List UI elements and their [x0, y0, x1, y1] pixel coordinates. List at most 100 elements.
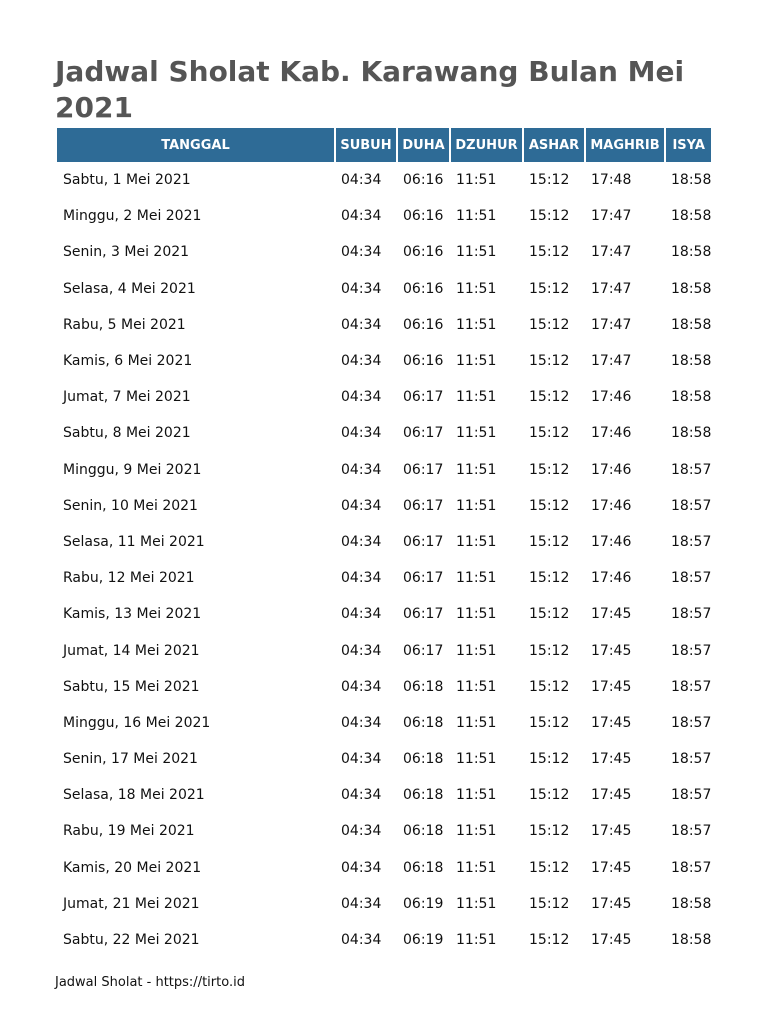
dzuhur-time-cell: 11:51: [456, 461, 497, 478]
ashar-time-cell: 15:12: [529, 280, 570, 297]
dzuhur-time-cell: 11:51: [456, 425, 497, 442]
ashar-time-cell: 15:12: [529, 533, 570, 550]
maghrib-time-cell: 17:45: [591, 714, 632, 731]
dzuhur-time-cell: 11:51: [456, 570, 497, 587]
date-cell: Kamis, 13 Mei 2021: [63, 606, 202, 623]
table-row: Selasa, 4 Mei 2021 04:34 06:16 11:51 15:12 17…: [57, 271, 711, 307]
subuh-time-cell: 04:34: [341, 316, 382, 333]
subuh-time-cell: 04:34: [341, 425, 382, 442]
column-header-isya: ISYA: [666, 128, 712, 162]
maghrib-time-cell: 17:45: [591, 895, 632, 912]
table-row: Rabu, 19 Mei 2021 04:34 06:18 11:51 15:12 17:…: [57, 813, 711, 849]
table-row: Rabu, 12 Mei 2021 04:34 06:17 11:51 15:12 17:…: [57, 560, 711, 596]
table-row: Sabtu, 8 Mei 2021 04:34 06:17 11:51 15:12 17:…: [57, 415, 711, 451]
maghrib-time-cell: 17:46: [591, 497, 632, 514]
column-header-maghrib: MAGHRIB: [586, 128, 664, 162]
table-header-row: TANGGAL SUBUH DUHA DZUHUR ASHAR MAGHRIB ISYA: [57, 128, 712, 162]
maghrib-time-cell: 17:45: [591, 859, 632, 876]
date-cell: Selasa, 4 Mei 2021: [63, 280, 196, 297]
maghrib-time-cell: 17:47: [591, 280, 632, 297]
ashar-time-cell: 15:12: [529, 497, 570, 514]
table-row: Minggu, 2 Mei 2021 04:34 06:16 11:51 15:12 17…: [57, 198, 711, 234]
date-cell: Rabu, 5 Mei 2021: [63, 316, 186, 333]
subuh-time-cell: 04:34: [341, 678, 382, 695]
duha-time-cell: 06:16: [403, 316, 444, 333]
ashar-time-cell: 15:12: [529, 606, 570, 623]
table-row: Rabu, 5 Mei 2021 04:34 06:16 11:51 15:12 17:4…: [57, 307, 711, 343]
ashar-time-cell: 15:12: [529, 172, 570, 189]
duha-time-cell: 06:17: [403, 497, 444, 514]
isya-time-cell: 18:57: [671, 787, 712, 804]
isya-time-cell: 18:57: [671, 533, 712, 550]
isya-time-cell: 18:57: [671, 714, 712, 731]
maghrib-time-cell: 17:45: [591, 932, 632, 949]
ashar-time-cell: 15:12: [529, 389, 570, 406]
date-cell: Jumat, 21 Mei 2021: [63, 895, 200, 912]
table-row: Senin, 17 Mei 2021 04:34 06:18 11:51 15:12 17…: [57, 741, 711, 777]
maghrib-time-cell: 17:47: [591, 353, 632, 370]
duha-time-cell: 06:19: [403, 932, 444, 949]
isya-time-cell: 18:58: [671, 389, 712, 406]
dzuhur-time-cell: 11:51: [456, 932, 497, 949]
maghrib-time-cell: 17:45: [591, 678, 632, 695]
date-cell: Kamis, 20 Mei 2021: [63, 859, 202, 876]
isya-time-cell: 18:58: [671, 172, 712, 189]
maghrib-time-cell: 17:46: [591, 389, 632, 406]
ashar-time-cell: 15:12: [529, 823, 570, 840]
subuh-time-cell: 04:34: [341, 208, 382, 225]
date-cell: Senin, 10 Mei 2021: [63, 497, 198, 514]
dzuhur-time-cell: 11:51: [456, 244, 497, 261]
duha-time-cell: 06:16: [403, 244, 444, 261]
maghrib-time-cell: 17:45: [591, 606, 632, 623]
isya-time-cell: 18:58: [671, 353, 712, 370]
isya-time-cell: 18:57: [671, 606, 712, 623]
subuh-time-cell: 04:34: [341, 533, 382, 550]
isya-time-cell: 18:57: [671, 678, 712, 695]
subuh-time-cell: 04:34: [341, 751, 382, 768]
isya-time-cell: 18:57: [671, 859, 712, 876]
table-row: Sabtu, 1 Mei 2021 04:34 06:16 11:51 15:12 17:…: [57, 162, 711, 198]
maghrib-time-cell: 17:45: [591, 823, 632, 840]
isya-time-cell: 18:58: [671, 895, 712, 912]
ashar-time-cell: 15:12: [529, 859, 570, 876]
duha-time-cell: 06:16: [403, 280, 444, 297]
duha-time-cell: 06:19: [403, 895, 444, 912]
isya-time-cell: 18:57: [671, 642, 712, 659]
maghrib-time-cell: 17:47: [591, 208, 632, 225]
subuh-time-cell: 04:34: [341, 172, 382, 189]
dzuhur-time-cell: 11:51: [456, 678, 497, 695]
date-cell: Jumat, 7 Mei 2021: [63, 389, 191, 406]
dzuhur-time-cell: 11:51: [456, 751, 497, 768]
date-cell: Selasa, 18 Mei 2021: [63, 787, 205, 804]
date-cell: Rabu, 12 Mei 2021: [63, 570, 195, 587]
subuh-time-cell: 04:34: [341, 570, 382, 587]
table-row: Jumat, 21 Mei 2021 04:34 06:19 11:51 15:12 17…: [57, 886, 711, 922]
maghrib-time-cell: 17:45: [591, 751, 632, 768]
date-cell: Sabtu, 8 Mei 2021: [63, 425, 191, 442]
dzuhur-time-cell: 11:51: [456, 208, 497, 225]
duha-time-cell: 06:17: [403, 389, 444, 406]
table-row: Sabtu, 22 Mei 2021 04:34 06:19 11:51 15:12 17…: [57, 922, 711, 958]
isya-time-cell: 18:57: [671, 497, 712, 514]
table-row: Selasa, 18 Mei 2021 04:34 06:18 11:51 15:12 1…: [57, 777, 711, 813]
subuh-time-cell: 04:34: [341, 280, 382, 297]
column-header-duha: DUHA: [398, 128, 449, 162]
date-cell: Minggu, 16 Mei 2021: [63, 714, 211, 731]
table-row: Jumat, 14 Mei 2021 04:34 06:17 11:51 15:12 17…: [57, 632, 711, 668]
duha-time-cell: 06:18: [403, 714, 444, 731]
prayer-schedule-table: TANGGAL SUBUH DUHA DZUHUR ASHAR MAGHRIB ISYA S…: [55, 128, 713, 958]
isya-time-cell: 18:58: [671, 425, 712, 442]
date-cell: Minggu, 2 Mei 2021: [63, 208, 202, 225]
duha-time-cell: 06:17: [403, 606, 444, 623]
dzuhur-time-cell: 11:51: [456, 895, 497, 912]
subuh-time-cell: 04:34: [341, 895, 382, 912]
ashar-time-cell: 15:12: [529, 678, 570, 695]
isya-time-cell: 18:58: [671, 316, 712, 333]
ashar-time-cell: 15:12: [529, 570, 570, 587]
duha-time-cell: 06:16: [403, 353, 444, 370]
table-row: Selasa, 11 Mei 2021 04:34 06:17 11:51 15:12 1…: [57, 524, 711, 560]
isya-time-cell: 18:58: [671, 208, 712, 225]
dzuhur-time-cell: 11:51: [456, 316, 497, 333]
duha-time-cell: 06:18: [403, 823, 444, 840]
dzuhur-time-cell: 11:51: [456, 859, 497, 876]
